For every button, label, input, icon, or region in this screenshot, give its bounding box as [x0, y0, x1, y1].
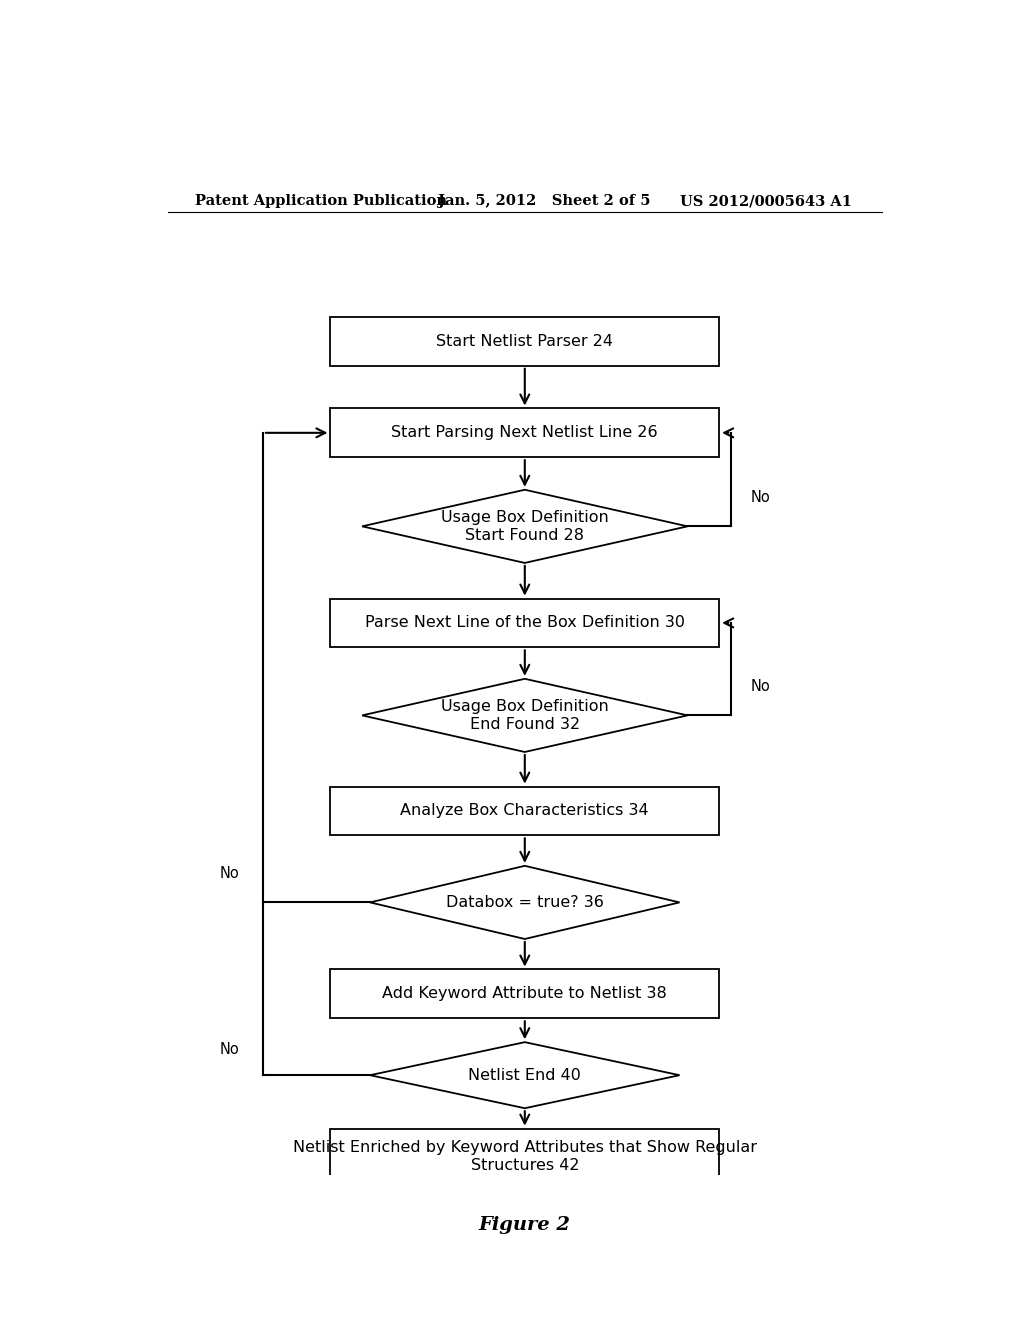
Text: Netlist End 40: Netlist End 40 — [468, 1068, 582, 1082]
Text: No: No — [219, 1043, 240, 1057]
Text: Start Netlist Parser 24: Start Netlist Parser 24 — [436, 334, 613, 348]
Text: No: No — [219, 866, 240, 882]
FancyBboxPatch shape — [331, 1129, 719, 1184]
Polygon shape — [362, 490, 687, 562]
Text: Databox = true? 36: Databox = true? 36 — [445, 895, 604, 909]
FancyBboxPatch shape — [331, 598, 719, 647]
Text: Start Parsing Next Netlist Line 26: Start Parsing Next Netlist Line 26 — [391, 425, 658, 441]
Text: US 2012/0005643 A1: US 2012/0005643 A1 — [680, 194, 852, 209]
Text: No: No — [751, 490, 771, 506]
Text: Parse Next Line of the Box Definition 30: Parse Next Line of the Box Definition 30 — [365, 615, 685, 631]
Polygon shape — [370, 1043, 680, 1109]
Text: Figure 2: Figure 2 — [479, 1216, 570, 1234]
FancyBboxPatch shape — [331, 787, 719, 836]
Text: No: No — [751, 680, 771, 694]
Text: Analyze Box Characteristics 34: Analyze Box Characteristics 34 — [400, 804, 649, 818]
Polygon shape — [370, 866, 680, 939]
Polygon shape — [362, 678, 687, 752]
FancyBboxPatch shape — [331, 317, 719, 366]
Text: Add Keyword Attribute to Netlist 38: Add Keyword Attribute to Netlist 38 — [382, 986, 668, 1002]
FancyBboxPatch shape — [331, 408, 719, 457]
Text: Netlist Enriched by Keyword Attributes that Show Regular
Structures 42: Netlist Enriched by Keyword Attributes t… — [293, 1139, 757, 1173]
Text: Usage Box Definition
End Found 32: Usage Box Definition End Found 32 — [441, 698, 608, 733]
Text: Jan. 5, 2012   Sheet 2 of 5: Jan. 5, 2012 Sheet 2 of 5 — [437, 194, 650, 209]
FancyBboxPatch shape — [331, 969, 719, 1018]
Text: Patent Application Publication: Patent Application Publication — [196, 194, 447, 209]
Text: Usage Box Definition
Start Found 28: Usage Box Definition Start Found 28 — [441, 510, 608, 543]
